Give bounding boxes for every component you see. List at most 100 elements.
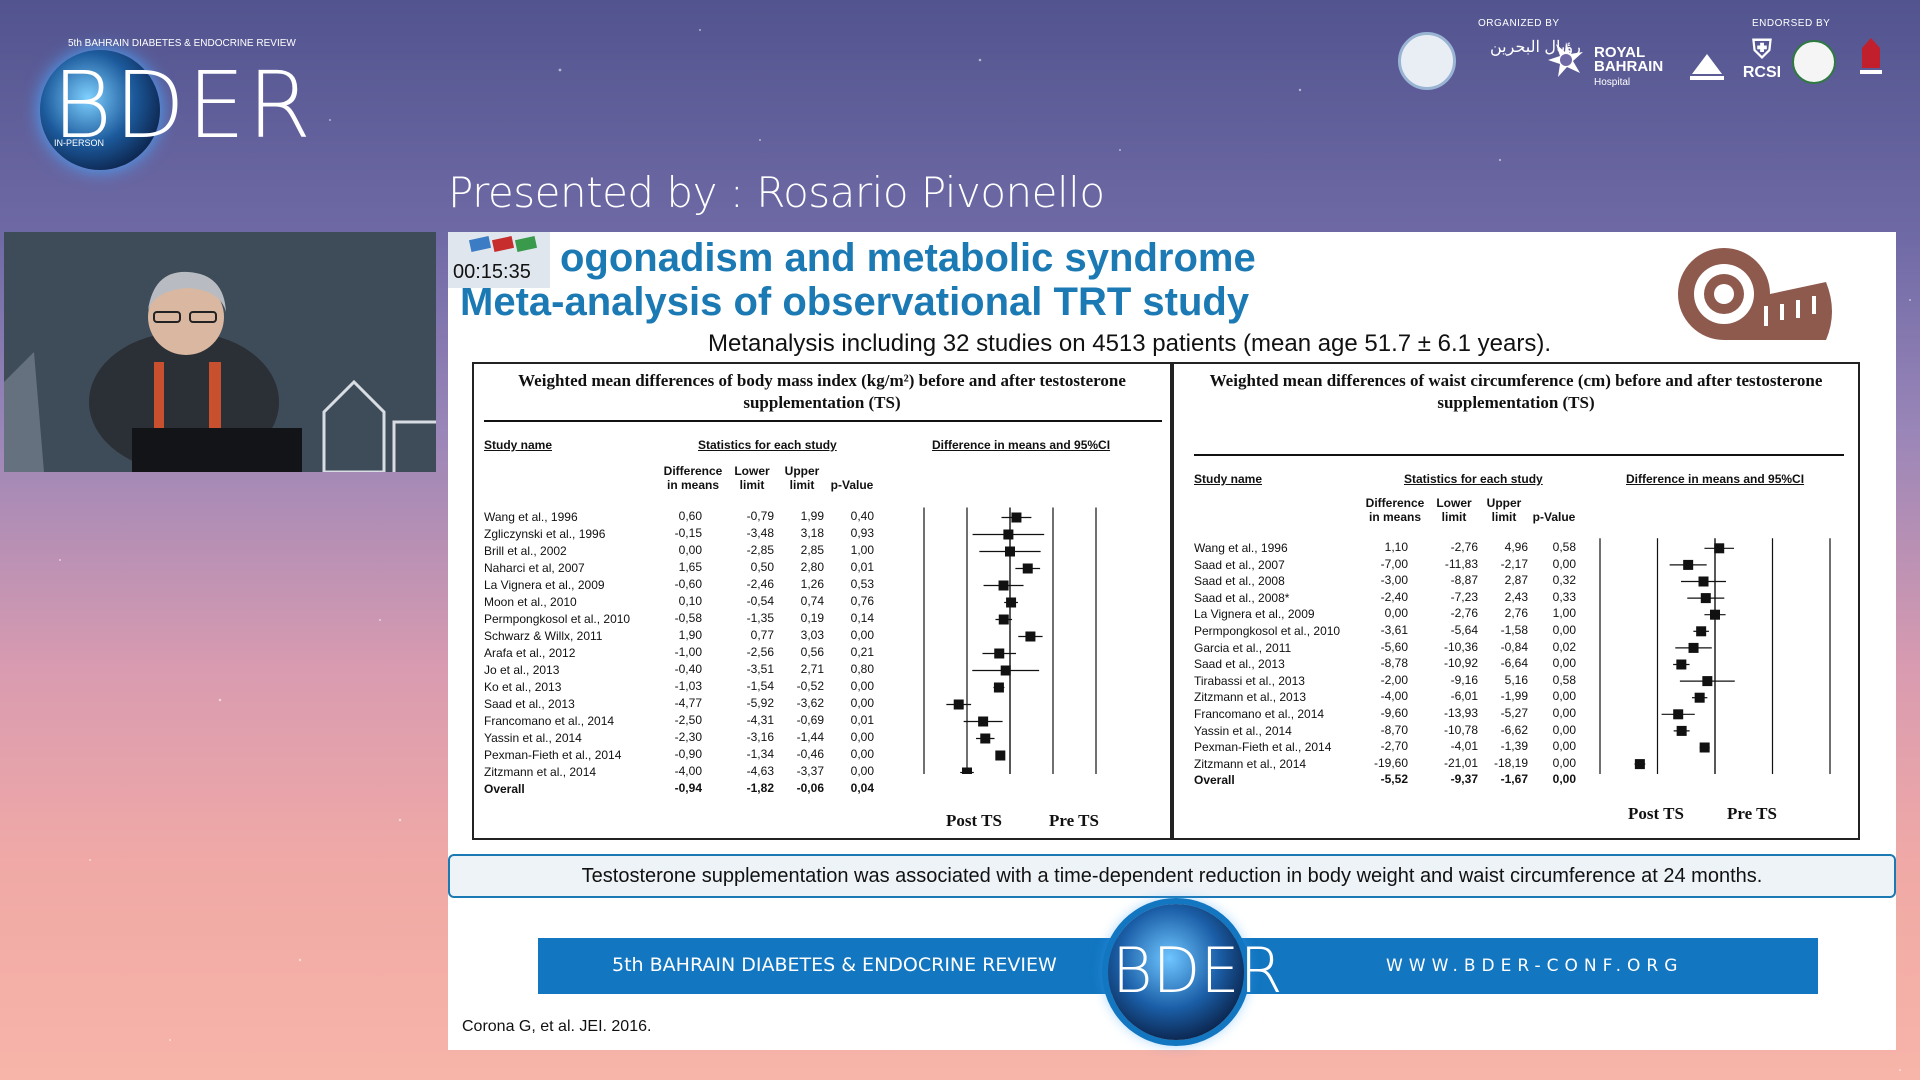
lower-limit-value: -5,92	[746, 696, 774, 710]
lower-limit-value: -1,82	[746, 781, 774, 795]
upper-limit-value: 0,56	[800, 645, 824, 659]
conference-logo-text: BDER	[52, 52, 314, 159]
p-value: 0,00	[850, 730, 874, 744]
study-name: Wang et al., 1996	[1194, 541, 1288, 555]
diff-value: -0,58	[674, 611, 702, 625]
lower-limit-value: -1,34	[746, 747, 774, 761]
upper-limit-value: 1,26	[800, 577, 824, 591]
study-name: Garcia et al., 2011	[1194, 640, 1292, 655]
effect-point	[1003, 529, 1014, 540]
diff-value: -3,61	[1380, 623, 1408, 637]
conference-mode: IN-PERSON	[54, 138, 105, 148]
upper-limit-value: 2,80	[800, 560, 824, 574]
effect-point	[1006, 597, 1017, 608]
presenter-video-feed	[4, 232, 436, 472]
forest-plot-area: -30,00-15,000,0015,0030,00	[1599, 538, 1831, 774]
slide-timer: 00:15:35	[448, 232, 550, 288]
diff-value: -2,30	[674, 730, 702, 744]
upper-limit-value: 2,85	[800, 543, 824, 557]
lower-limit-value: -6,01	[1450, 689, 1478, 704]
upper-limit-value: -1,58	[1500, 623, 1528, 637]
col-plot-header: Difference in means and 95%CI	[932, 438, 1111, 452]
effect-point	[1699, 742, 1710, 753]
upper-limit-value: 3,18	[800, 526, 824, 540]
diff-value: -8,70	[1380, 722, 1408, 737]
col-study-header: Study name	[1194, 472, 1263, 486]
upper-limit-value: 4,96	[1504, 540, 1528, 554]
effect-point	[998, 614, 1009, 625]
p-value: 1,00	[1552, 606, 1576, 621]
p-value: 0,01	[850, 713, 874, 727]
lower-limit-value: -7,23	[1450, 589, 1478, 604]
title-divider	[1194, 454, 1844, 456]
diff-value: -5,52	[1380, 772, 1408, 787]
study-name: Yassin et al., 2014	[1194, 723, 1292, 738]
upper-limit-value: 2,43	[1504, 589, 1528, 604]
diff-value: -9,60	[1380, 706, 1408, 720]
medical-society-seal-logo	[1792, 40, 1836, 84]
col-stats-header: Statistics for each study	[1404, 472, 1543, 486]
upper-limit-value: 1,99	[800, 509, 824, 523]
lower-limit-value: -2,76	[1450, 606, 1478, 621]
lower-limit-value: -10,92	[1443, 656, 1478, 671]
upper-limit-value: -0,52	[796, 679, 824, 693]
study-name: Saad et al., 2008	[1194, 574, 1285, 589]
lower-limit-value: -3,16	[746, 730, 774, 744]
presenter-video[interactable]	[4, 232, 436, 472]
upper-limit-value: 2,76	[1504, 606, 1528, 621]
diff-value: -0,15	[674, 526, 702, 540]
flag-icon	[514, 236, 538, 252]
diff-value: -1,00	[674, 645, 702, 659]
col-p-header: p-Value	[1532, 510, 1576, 524]
study-name: Yassin et al., 2014	[484, 731, 582, 745]
flag-icon	[491, 236, 515, 252]
study-name: Permpongkosol et al., 2010	[484, 612, 631, 626]
p-value: 0,04	[850, 781, 874, 795]
banner-conference-name: 5th BAHRAIN DIABETES & ENDOCRINE REVIEW	[612, 954, 1057, 976]
diff-value: 1,10	[1384, 540, 1408, 554]
effect-point	[1634, 759, 1645, 770]
upper-limit-value: 2,71	[800, 662, 824, 676]
xlabel-right: Pre TS	[1727, 804, 1777, 823]
timer-flags	[468, 236, 538, 252]
xlabel-left: Post TS	[946, 811, 1002, 830]
diff-value: -3,00	[1380, 573, 1408, 588]
lower-limit-value: -2,46	[746, 577, 774, 591]
effect-point	[978, 716, 989, 727]
lower-limit-value: -13,93	[1443, 706, 1478, 720]
effect-point	[962, 767, 972, 774]
p-value: 0,02	[1552, 639, 1576, 654]
forest-plot-title: Weighted mean differences of waist circu…	[1209, 371, 1823, 412]
study-name: Francomano et al., 2014	[484, 714, 615, 728]
p-value: 1,00	[850, 543, 874, 557]
diff-value: 0,10	[678, 594, 702, 608]
study-name: Wang et al., 1996	[484, 510, 578, 524]
upper-limit-value: 0,19	[800, 611, 824, 625]
study-name: Jo et al., 2013	[484, 663, 560, 677]
lower-limit-value: -4,31	[746, 713, 774, 727]
upper-limit-value: -2,17	[1500, 556, 1528, 571]
p-value: 0,00	[1552, 556, 1576, 571]
sponsor-name-line2: BAHRAIN	[1594, 58, 1664, 75]
rcsi-label: RCSI	[1742, 64, 1782, 81]
diff-value: 1,90	[678, 628, 702, 642]
banner-website[interactable]: WWW.BDER-CONF.ORG	[1386, 956, 1684, 976]
effect-point	[998, 580, 1009, 591]
col-diff-header: Difference in means	[663, 464, 723, 492]
lower-limit-value: 0,50	[750, 560, 774, 574]
effect-point	[1005, 546, 1015, 557]
effect-point	[1710, 609, 1720, 620]
study-name: Saad et al., 2013	[1194, 657, 1285, 672]
lower-limit-value: -0,79	[746, 509, 774, 523]
col-lower-header: Lower limit	[1436, 496, 1472, 524]
lower-limit-value: -10,78	[1443, 722, 1478, 737]
diff-value: -19,60	[1373, 755, 1408, 770]
conference-logo-orb	[40, 50, 160, 170]
forest-plot-title: Weighted mean differences of body mass i…	[518, 371, 1126, 412]
study-name: La Vignera et al., 2009	[484, 578, 605, 592]
lower-limit-value: -2,76	[1450, 540, 1478, 554]
col-lower-header: Lower limit	[734, 464, 770, 492]
measuring-tape-icon	[1678, 248, 1832, 340]
diff-value: -0,60	[674, 577, 702, 591]
upper-limit-value: -0,69	[796, 713, 824, 727]
